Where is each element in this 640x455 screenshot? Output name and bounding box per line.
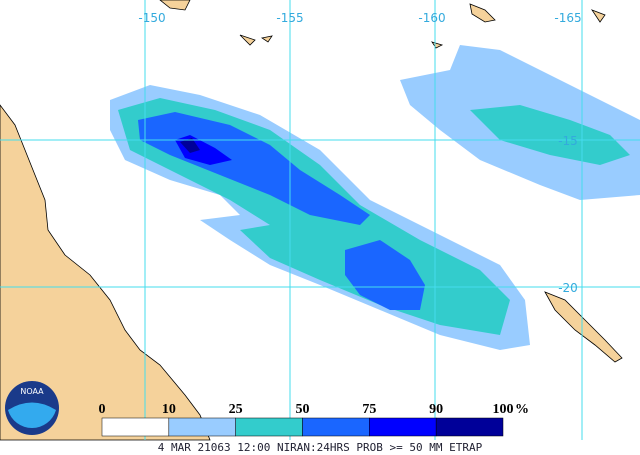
legend-swatch [369,417,437,437]
legend-label: 10 [162,402,176,417]
legend-label: 50 [296,402,310,417]
lat-label: -20 [558,281,578,295]
lon-label: -155 [276,11,303,25]
legend-unit: % [515,402,529,417]
prob-50 [345,240,425,310]
lon-label: -160 [418,11,445,25]
island [469,3,496,23]
legend-label: 25 [229,402,243,417]
prob-25 [470,105,630,165]
new-caledonia [544,291,623,363]
island [159,0,191,11]
logo-text: NOAA [20,387,44,396]
logo-wave [8,402,56,428]
islands [239,9,606,49]
legend-label: 75 [362,402,376,417]
prob-90 [180,138,200,153]
legend: 0 10 25 50 75 90 100 [99,402,514,437]
lon-label: -150 [138,11,165,25]
legend-label: 100 [493,402,514,417]
legend-swatch [435,417,504,437]
footer: 4 MAR 21063 12:00 NIRAN:24HRS PROB >= 50… [158,441,483,454]
lon-labels: -150 -155 -160 -165 [138,11,581,25]
legend-swatch [101,417,170,437]
legend-swatch [302,417,370,437]
legend-swatch [235,417,303,437]
graticule [0,0,640,440]
legend-label: 90 [429,402,443,417]
lat-labels: -15 -20 [558,134,578,295]
lon-label: -165 [554,11,581,25]
lat-label: -15 [558,134,578,148]
legend-label: 0 [99,402,106,417]
legend-swatch [168,417,236,437]
